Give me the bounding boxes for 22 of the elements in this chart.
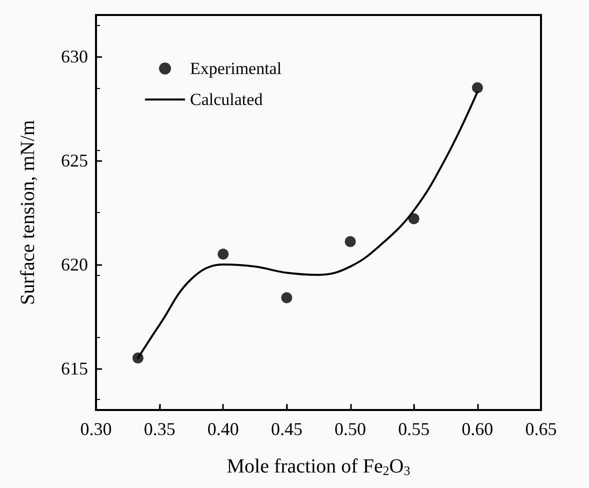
y-tick-label: 615 — [61, 358, 88, 378]
x-tick-label: 0.60 — [462, 419, 494, 439]
point — [218, 248, 229, 260]
x-tick-label: 0.35 — [144, 419, 176, 439]
point — [344, 236, 356, 248]
x-tick-label: 0.55 — [398, 419, 430, 439]
y-axis-title: Surface tension, mN/m — [17, 120, 39, 305]
y-tick-label: 625 — [61, 150, 88, 171]
point — [281, 292, 292, 304]
legend-label: Calculated — [190, 90, 264, 109]
x-tick-label: 0.45 — [270, 419, 302, 439]
x-tick-label: 0.50 — [334, 419, 366, 439]
y-tick-label: 630 — [61, 46, 88, 67]
x-tick-label: 0.30 — [80, 419, 112, 439]
y-tick-label: 620 — [61, 254, 88, 274]
legend-label: Experimental — [190, 59, 282, 78]
x-tick-label: 0.65 — [525, 419, 557, 439]
point — [408, 213, 420, 224]
point — [132, 352, 144, 364]
x-axis-title: Mole fraction of Fe2O3 — [226, 456, 410, 478]
x-tick-label: 0.40 — [207, 419, 239, 439]
point — [472, 82, 483, 94]
